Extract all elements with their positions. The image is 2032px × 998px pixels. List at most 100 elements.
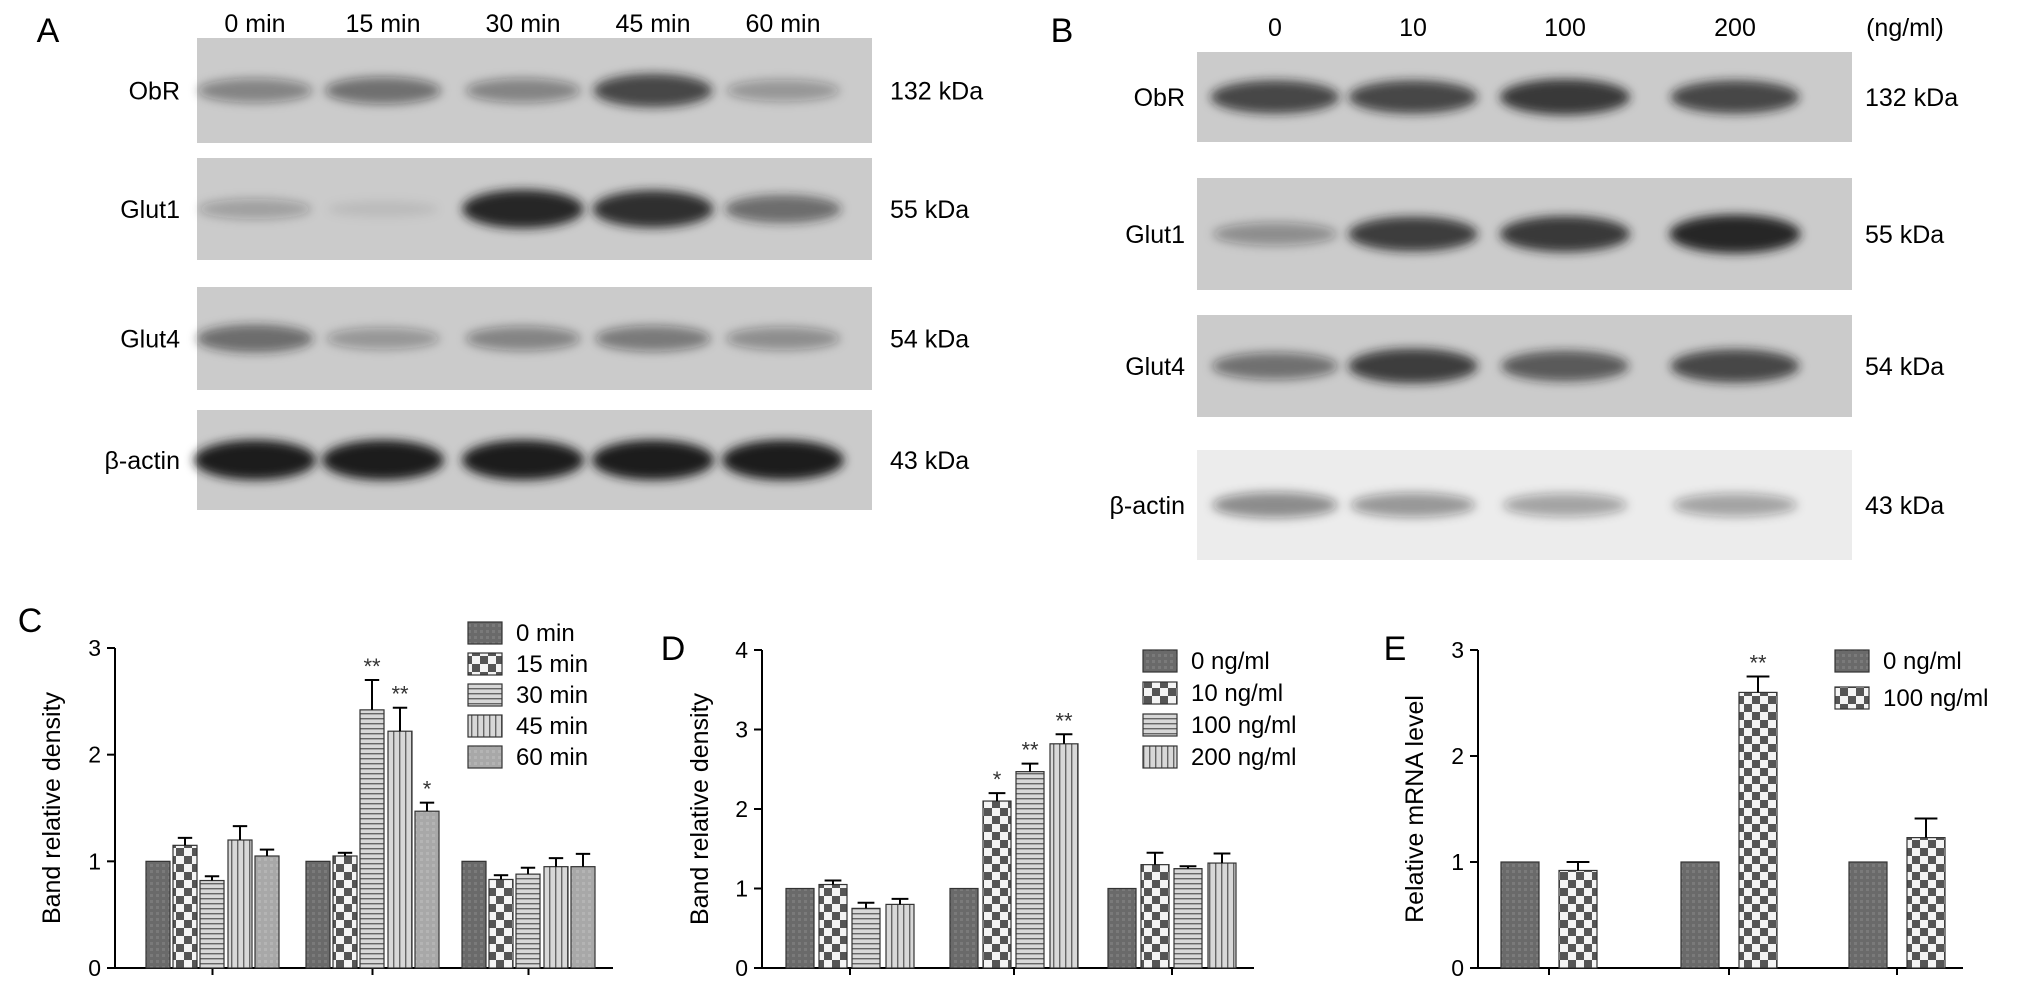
lane-label: 10: [1399, 14, 1427, 42]
bar: [885, 903, 915, 969]
significance-marker: *: [423, 777, 432, 802]
bar: [387, 730, 413, 969]
y-tick-label: 3: [1451, 637, 1464, 663]
kda-label: 55 kDa: [1865, 221, 1944, 249]
bar: [1680, 861, 1720, 969]
y-tick-label: 2: [88, 742, 101, 768]
unit-label: (ng/ml): [1866, 14, 1944, 42]
bar: [1049, 743, 1079, 969]
bar: [1173, 868, 1203, 969]
legend-swatch: [1142, 649, 1178, 673]
protein-band: [326, 327, 440, 350]
protein-band: [194, 440, 316, 480]
protein-label: Glut4: [120, 326, 180, 354]
significance-marker: *: [993, 767, 1002, 792]
y-tick-label: 3: [735, 717, 748, 743]
protein-band: [1672, 493, 1798, 517]
kda-label: 132 kDa: [1865, 84, 1958, 112]
bar: [1015, 771, 1045, 969]
bar: [488, 878, 514, 969]
protein-band: [462, 189, 584, 229]
protein-band: [462, 440, 584, 480]
bar: [305, 860, 331, 969]
protein-band: [198, 198, 312, 220]
y-tick-label: 2: [1451, 743, 1464, 769]
protein-band: [197, 78, 313, 103]
y-tick-label: 4: [735, 637, 748, 663]
panel-letter: E: [1384, 630, 1407, 668]
y-tick-label: 0: [88, 955, 101, 981]
protein-band: [327, 200, 439, 218]
kda-label: 43 kDa: [1865, 492, 1944, 520]
protein-band: [196, 324, 314, 353]
y-tick-label: 1: [88, 848, 101, 874]
bar: [1107, 887, 1137, 969]
protein-label: Glut1: [120, 196, 180, 224]
legend-swatch: [467, 683, 503, 707]
protein-band: [1499, 215, 1631, 253]
legend-label: 100 ng/ml: [1191, 712, 1296, 739]
protein-band: [1670, 349, 1800, 383]
legend-label: 0 ng/ml: [1191, 648, 1270, 675]
bar: [515, 873, 541, 969]
y-axis-label: Relative mRNA level: [1401, 695, 1429, 923]
protein-band: [1501, 350, 1629, 382]
legend-label: 15 min: [516, 651, 588, 678]
bar: [785, 887, 815, 969]
western-blot-panel-b: B 0 10 100 200 (ng/ml) ObR 132 kDa Glut1 55 kDa Gl…: [1051, 12, 1958, 560]
kda-label: 43 kDa: [890, 447, 969, 475]
kda-label: 132 kDa: [890, 78, 983, 106]
lane-label: 200: [1714, 14, 1756, 42]
protein-band: [1212, 492, 1338, 518]
bar: [1848, 861, 1888, 969]
bar: [818, 883, 848, 969]
protein-band: [1210, 80, 1340, 114]
legend-swatch: [467, 621, 503, 645]
legend-label: 30 min: [516, 682, 588, 709]
protein-band: [1348, 80, 1478, 114]
y-axis-label: Band relative density: [686, 692, 714, 925]
significance-marker: **: [1021, 738, 1039, 763]
legend-label: 0 ng/ml: [1883, 648, 1962, 675]
bar: [543, 866, 569, 969]
y-tick-label: 3: [88, 635, 101, 661]
protein-band: [465, 78, 581, 103]
y-tick-label: 2: [735, 796, 748, 822]
protein-band: [592, 440, 714, 480]
protein-band: [322, 440, 444, 480]
bar-chart-panel-d: D 0 1 2 3 4 Band relative density 0 ng/ml * 10 ng…: [661, 630, 1297, 981]
protein-band: [593, 73, 713, 108]
legend-swatch: [467, 714, 503, 738]
legend-swatch: [1142, 713, 1178, 737]
protein-label: ObR: [1134, 84, 1185, 112]
legend-label: 200 ng/ml: [1191, 744, 1296, 771]
bar: [172, 844, 198, 969]
bar: [851, 907, 881, 969]
legend-label: 0 min: [516, 620, 575, 647]
bar: [1140, 864, 1170, 969]
protein-band: [592, 190, 714, 228]
panel-letter: D: [661, 630, 686, 668]
significance-marker: **: [391, 682, 409, 707]
protein-band: [722, 440, 844, 480]
protein-band: [725, 326, 841, 351]
legend-swatch: [1834, 649, 1870, 673]
bar: [1906, 837, 1946, 969]
protein-band: [1348, 216, 1478, 252]
bar: [1558, 869, 1598, 969]
bar: [414, 810, 440, 969]
legend-swatch: [1142, 681, 1178, 705]
protein-band: [1670, 80, 1800, 114]
protein-label: β-actin: [1109, 492, 1185, 520]
protein-band: [325, 77, 441, 104]
legend-swatch: [1834, 686, 1870, 710]
panel-letter: A: [37, 12, 60, 50]
bar: [145, 860, 171, 969]
significance-marker: **: [1055, 708, 1073, 733]
y-tick-label: 0: [1451, 955, 1464, 981]
bar-chart-panel-e: E 0 1 2 3 Relative mRNA level 0 ng/ml ** 100 ng/…: [1384, 630, 1989, 981]
y-tick-label: 1: [1451, 849, 1464, 875]
bar: [570, 866, 596, 969]
protein-label: Glut1: [1125, 221, 1185, 249]
lane-label: 0: [1268, 14, 1282, 42]
